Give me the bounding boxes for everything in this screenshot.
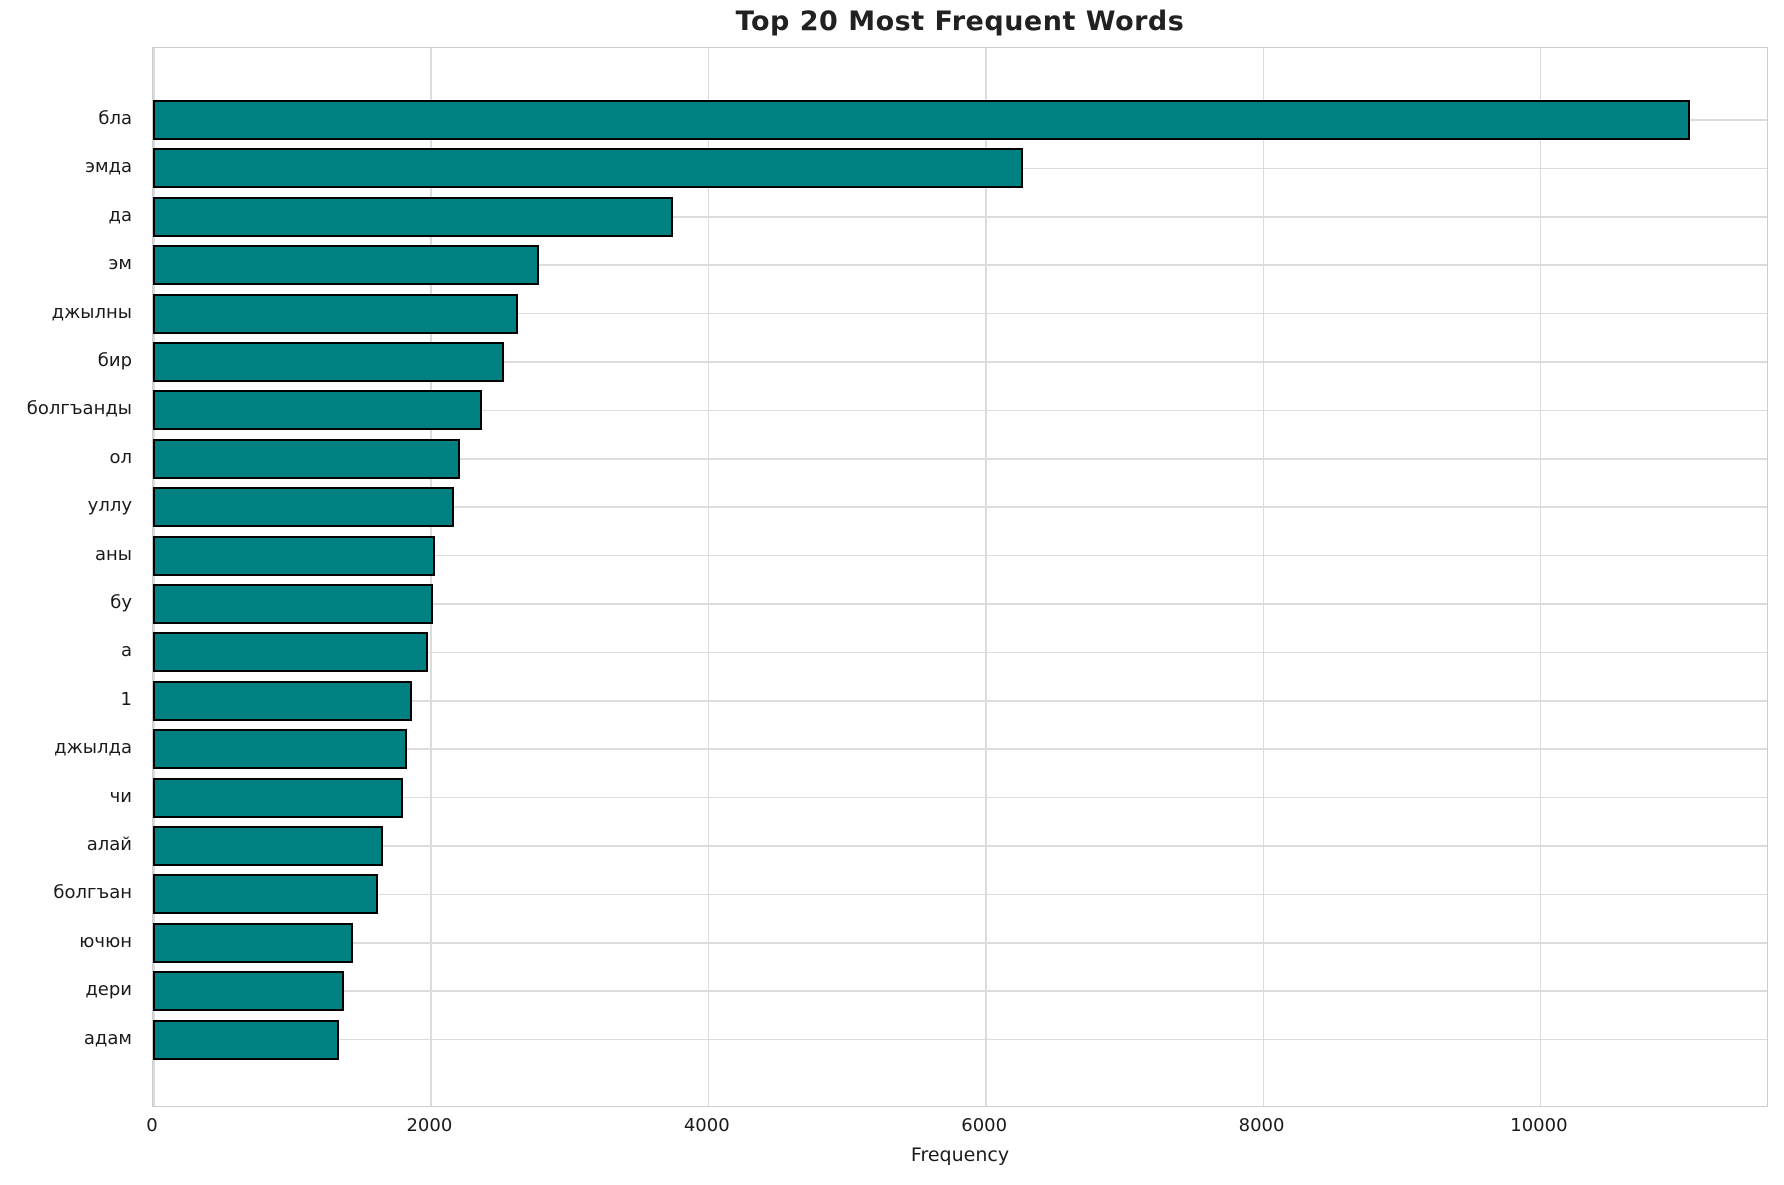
bar [153, 196, 674, 237]
bar [153, 342, 504, 382]
y-gridline [153, 603, 1767, 605]
y-tick-label: ол [109, 446, 132, 468]
bar [153, 826, 384, 866]
x-axis-ticks: 0 2000 4000 6000 8000 10000 [146, 1107, 1768, 1141]
x-gridline [430, 48, 432, 1106]
bar [153, 971, 345, 1012]
x-tick-label: 2000 [406, 1115, 453, 1136]
y-gridline [153, 458, 1767, 460]
y-tick-label: алай [86, 834, 132, 855]
y-gridline [153, 700, 1767, 702]
y-tick-label: дери [85, 979, 132, 1001]
bar [153, 777, 403, 818]
bar [153, 729, 407, 770]
y-tick-label: бир [97, 350, 132, 371]
y-tick-label: чи [109, 785, 132, 807]
x-tick-label: 10000 [1510, 1115, 1568, 1136]
bar [153, 293, 518, 334]
y-tick-label: болгъан [53, 882, 132, 904]
y-gridline [153, 942, 1767, 944]
bar [153, 390, 482, 431]
bar [153, 487, 454, 528]
y-gridline [153, 748, 1767, 750]
bar [153, 922, 353, 963]
x-tick-label: 6000 [961, 1115, 1008, 1136]
y-tick-label: джылны [51, 301, 132, 323]
y-tick-label: эмда [85, 156, 132, 178]
y-gridline [153, 409, 1767, 412]
y-gridline [153, 361, 1767, 363]
x-gridline [1262, 48, 1265, 1106]
y-gridline [153, 893, 1767, 896]
y-tick-label: бу [110, 592, 132, 613]
x-gridline [1539, 48, 1542, 1106]
y-tick-label: 1 [120, 688, 132, 710]
y-tick-label: эм [108, 253, 132, 275]
y-gridline [153, 264, 1767, 266]
chart-title: Top 20 Most Frequent Words [735, 6, 1185, 37]
bar [153, 680, 413, 721]
x-axis-title: Frequency [910, 1144, 1010, 1166]
y-tick-label: джылда [54, 737, 132, 759]
y-gridline [153, 312, 1767, 315]
bar [153, 535, 435, 576]
x-tick-label: 4000 [683, 1115, 730, 1136]
bar [153, 100, 1690, 140]
y-tick-label: а [120, 640, 132, 662]
bar [153, 438, 460, 479]
bar [153, 874, 378, 915]
x-gridline [153, 48, 155, 1106]
y-tick-label: адам [83, 1027, 132, 1049]
x-gridline [985, 48, 987, 1106]
y-gridline [153, 554, 1767, 557]
x-gridline [707, 48, 710, 1106]
y-tick-label: да [108, 204, 132, 226]
y-tick-label: бла [98, 108, 132, 129]
y-tick-label: ючюн [79, 930, 132, 952]
bar [153, 148, 1023, 189]
y-tick-label: уллу [87, 495, 132, 517]
y-gridline [153, 506, 1767, 508]
x-tick-label: 8000 [1238, 1115, 1285, 1136]
y-axis-labels: бла эмда да эм джылны бир болгъанды ол уллу аны бу… [0, 47, 142, 1107]
y-gridline [153, 990, 1767, 992]
y-gridline [153, 651, 1767, 654]
y-gridline [153, 845, 1767, 847]
y-gridline [153, 796, 1767, 799]
plot-area [152, 47, 1768, 1107]
y-gridline [153, 216, 1767, 218]
y-tick-label: аны [94, 543, 132, 565]
bar [153, 584, 434, 624]
bar [153, 1019, 339, 1060]
y-tick-label: болгъанды [26, 398, 132, 420]
x-tick-label: 0 [146, 1115, 158, 1136]
y-gridline [153, 1038, 1767, 1041]
bar [153, 245, 539, 286]
bar [153, 632, 428, 673]
